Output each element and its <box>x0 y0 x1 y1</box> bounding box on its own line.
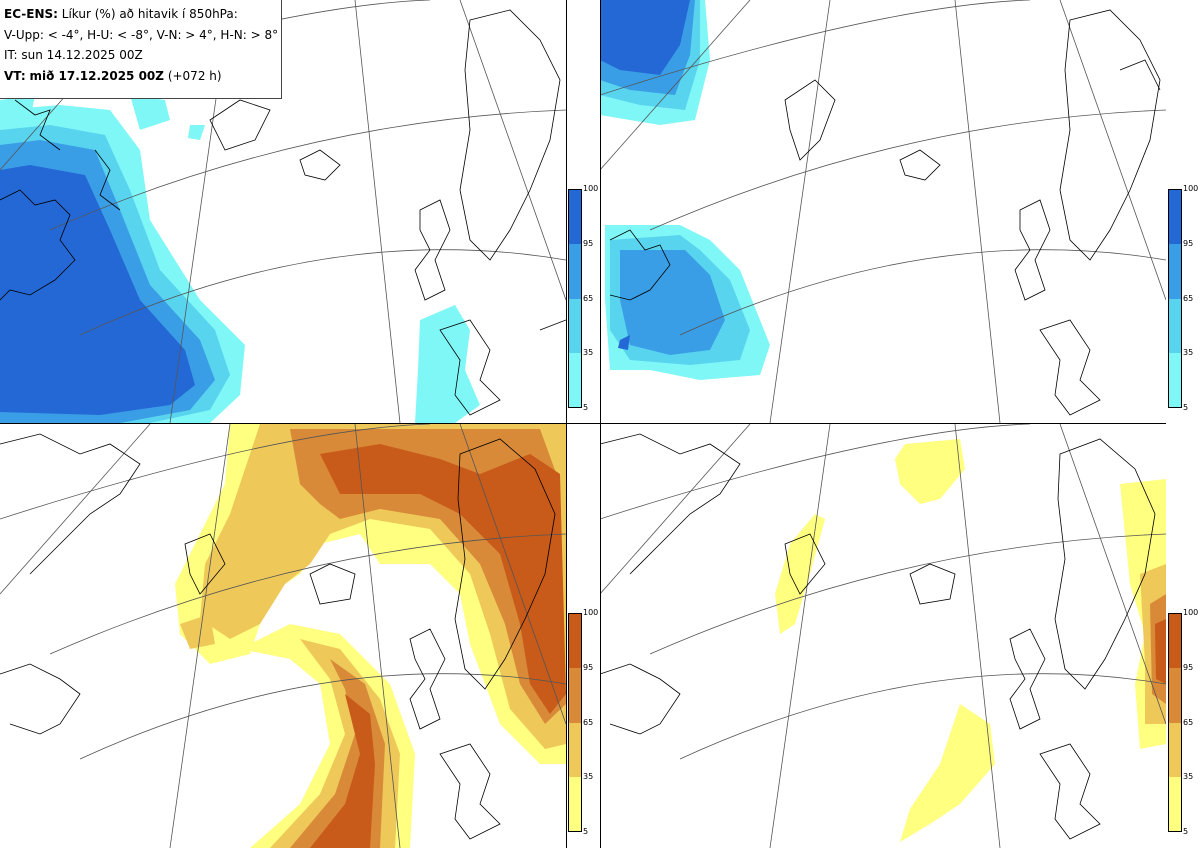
map-panel-cold-8 <box>600 0 1166 423</box>
colorbar-band <box>569 352 581 407</box>
panel-divider-horizontal <box>0 423 1166 424</box>
colorbar-tick-label: 100 <box>583 184 599 193</box>
probability-shading <box>0 95 480 423</box>
coastlines <box>609 9 1161 416</box>
probability-shading <box>175 424 566 848</box>
graticule <box>600 424 1166 848</box>
coastlines <box>0 433 556 840</box>
map-panel-warm-8 <box>600 424 1166 848</box>
model-name: EC-ENS: <box>4 7 58 21</box>
colorbar-tick-label: 95 <box>583 662 594 672</box>
colorbar-band <box>569 722 581 777</box>
colorbar-band <box>1169 668 1181 723</box>
colorbar-tick-label: 35 <box>1183 772 1194 782</box>
colorbar-band <box>1169 244 1181 299</box>
header-title-line: EC-ENS: Líkur (%) að hitavik í 850hPa: <box>4 4 281 25</box>
map-cold-8 <box>600 0 1166 423</box>
panel-divider-vertical-2 <box>600 0 601 848</box>
colorbar-tick-label: 5 <box>1183 827 1189 836</box>
initial-time: IT: sun 14.12.2025 00Z <box>4 48 143 62</box>
colorbar-band <box>1169 298 1181 353</box>
coastlines <box>600 433 1156 840</box>
valid-time: mið 17.12.2025 00Z <box>29 68 164 83</box>
map-panel-cold-4 <box>0 0 566 423</box>
colorbar-warm-left <box>568 613 582 832</box>
colorbar-band <box>1169 722 1181 777</box>
colorbar-tick-label: 65 <box>583 717 594 727</box>
valid-time-line: VT: mið 17.12.2025 00Z (+072 h) <box>4 66 281 87</box>
probability-shading <box>600 0 770 380</box>
lead-time: (+072 h) <box>167 68 222 83</box>
colorbar-tick-label: 100 <box>1183 184 1199 193</box>
valid-label: VT: <box>4 68 26 83</box>
colorbar-band <box>569 668 581 723</box>
header-info-box: EC-ENS: Líkur (%) að hitavik í 850hPa: V… <box>0 0 282 99</box>
colorbar-tick-label: 100 <box>1183 608 1199 617</box>
colorbar-band <box>1169 614 1181 669</box>
colorbar-cold-left <box>568 189 582 408</box>
colorbar-tick-label: 5 <box>1183 403 1189 412</box>
colorbar-band <box>569 776 581 831</box>
colorbar-tick-label: 35 <box>1183 348 1194 358</box>
colorbar-cold-top <box>1168 189 1182 408</box>
colorbar-tick-label: 65 <box>583 293 594 303</box>
colorbar-tick-label: 65 <box>1183 717 1194 727</box>
graticule <box>600 0 1166 423</box>
colorbar-tick-label: 35 <box>583 348 594 358</box>
colorbar-tick-label: 95 <box>1183 238 1194 248</box>
colorbar-warm-top <box>1168 613 1182 832</box>
colorbar-tick-label: 95 <box>1183 662 1194 672</box>
map-panel-warm-4 <box>0 424 566 848</box>
thresholds-line: V-Upp: < -4°, H-U: < -8°, V-N: > 4°, H-N… <box>4 27 279 42</box>
colorbar-tick-label: 100 <box>583 608 599 617</box>
probability-shading <box>775 439 1166 842</box>
colorbar-tick-label: 5 <box>583 827 589 836</box>
colorbar-tick-label: 65 <box>1183 293 1194 303</box>
map-warm-4 <box>0 424 566 848</box>
graticule <box>0 424 566 848</box>
colorbar-band <box>569 190 581 245</box>
map-warm-8 <box>600 424 1166 848</box>
map-cold-4 <box>0 0 566 423</box>
colorbar-band <box>569 614 581 669</box>
colorbar-band <box>569 244 581 299</box>
colorbar-band <box>569 298 581 353</box>
panel-divider-vertical <box>566 0 567 848</box>
coastlines <box>0 9 566 416</box>
colorbar-band <box>1169 190 1181 245</box>
product-title: Líkur (%) að hitavik í 850hPa: <box>61 7 238 21</box>
colorbar-tick-label: 35 <box>583 772 594 782</box>
colorbar-band <box>1169 776 1181 831</box>
colorbar-tick-label: 5 <box>583 403 589 412</box>
colorbar-band <box>1169 352 1181 407</box>
colorbar-tick-label: 95 <box>583 238 594 248</box>
